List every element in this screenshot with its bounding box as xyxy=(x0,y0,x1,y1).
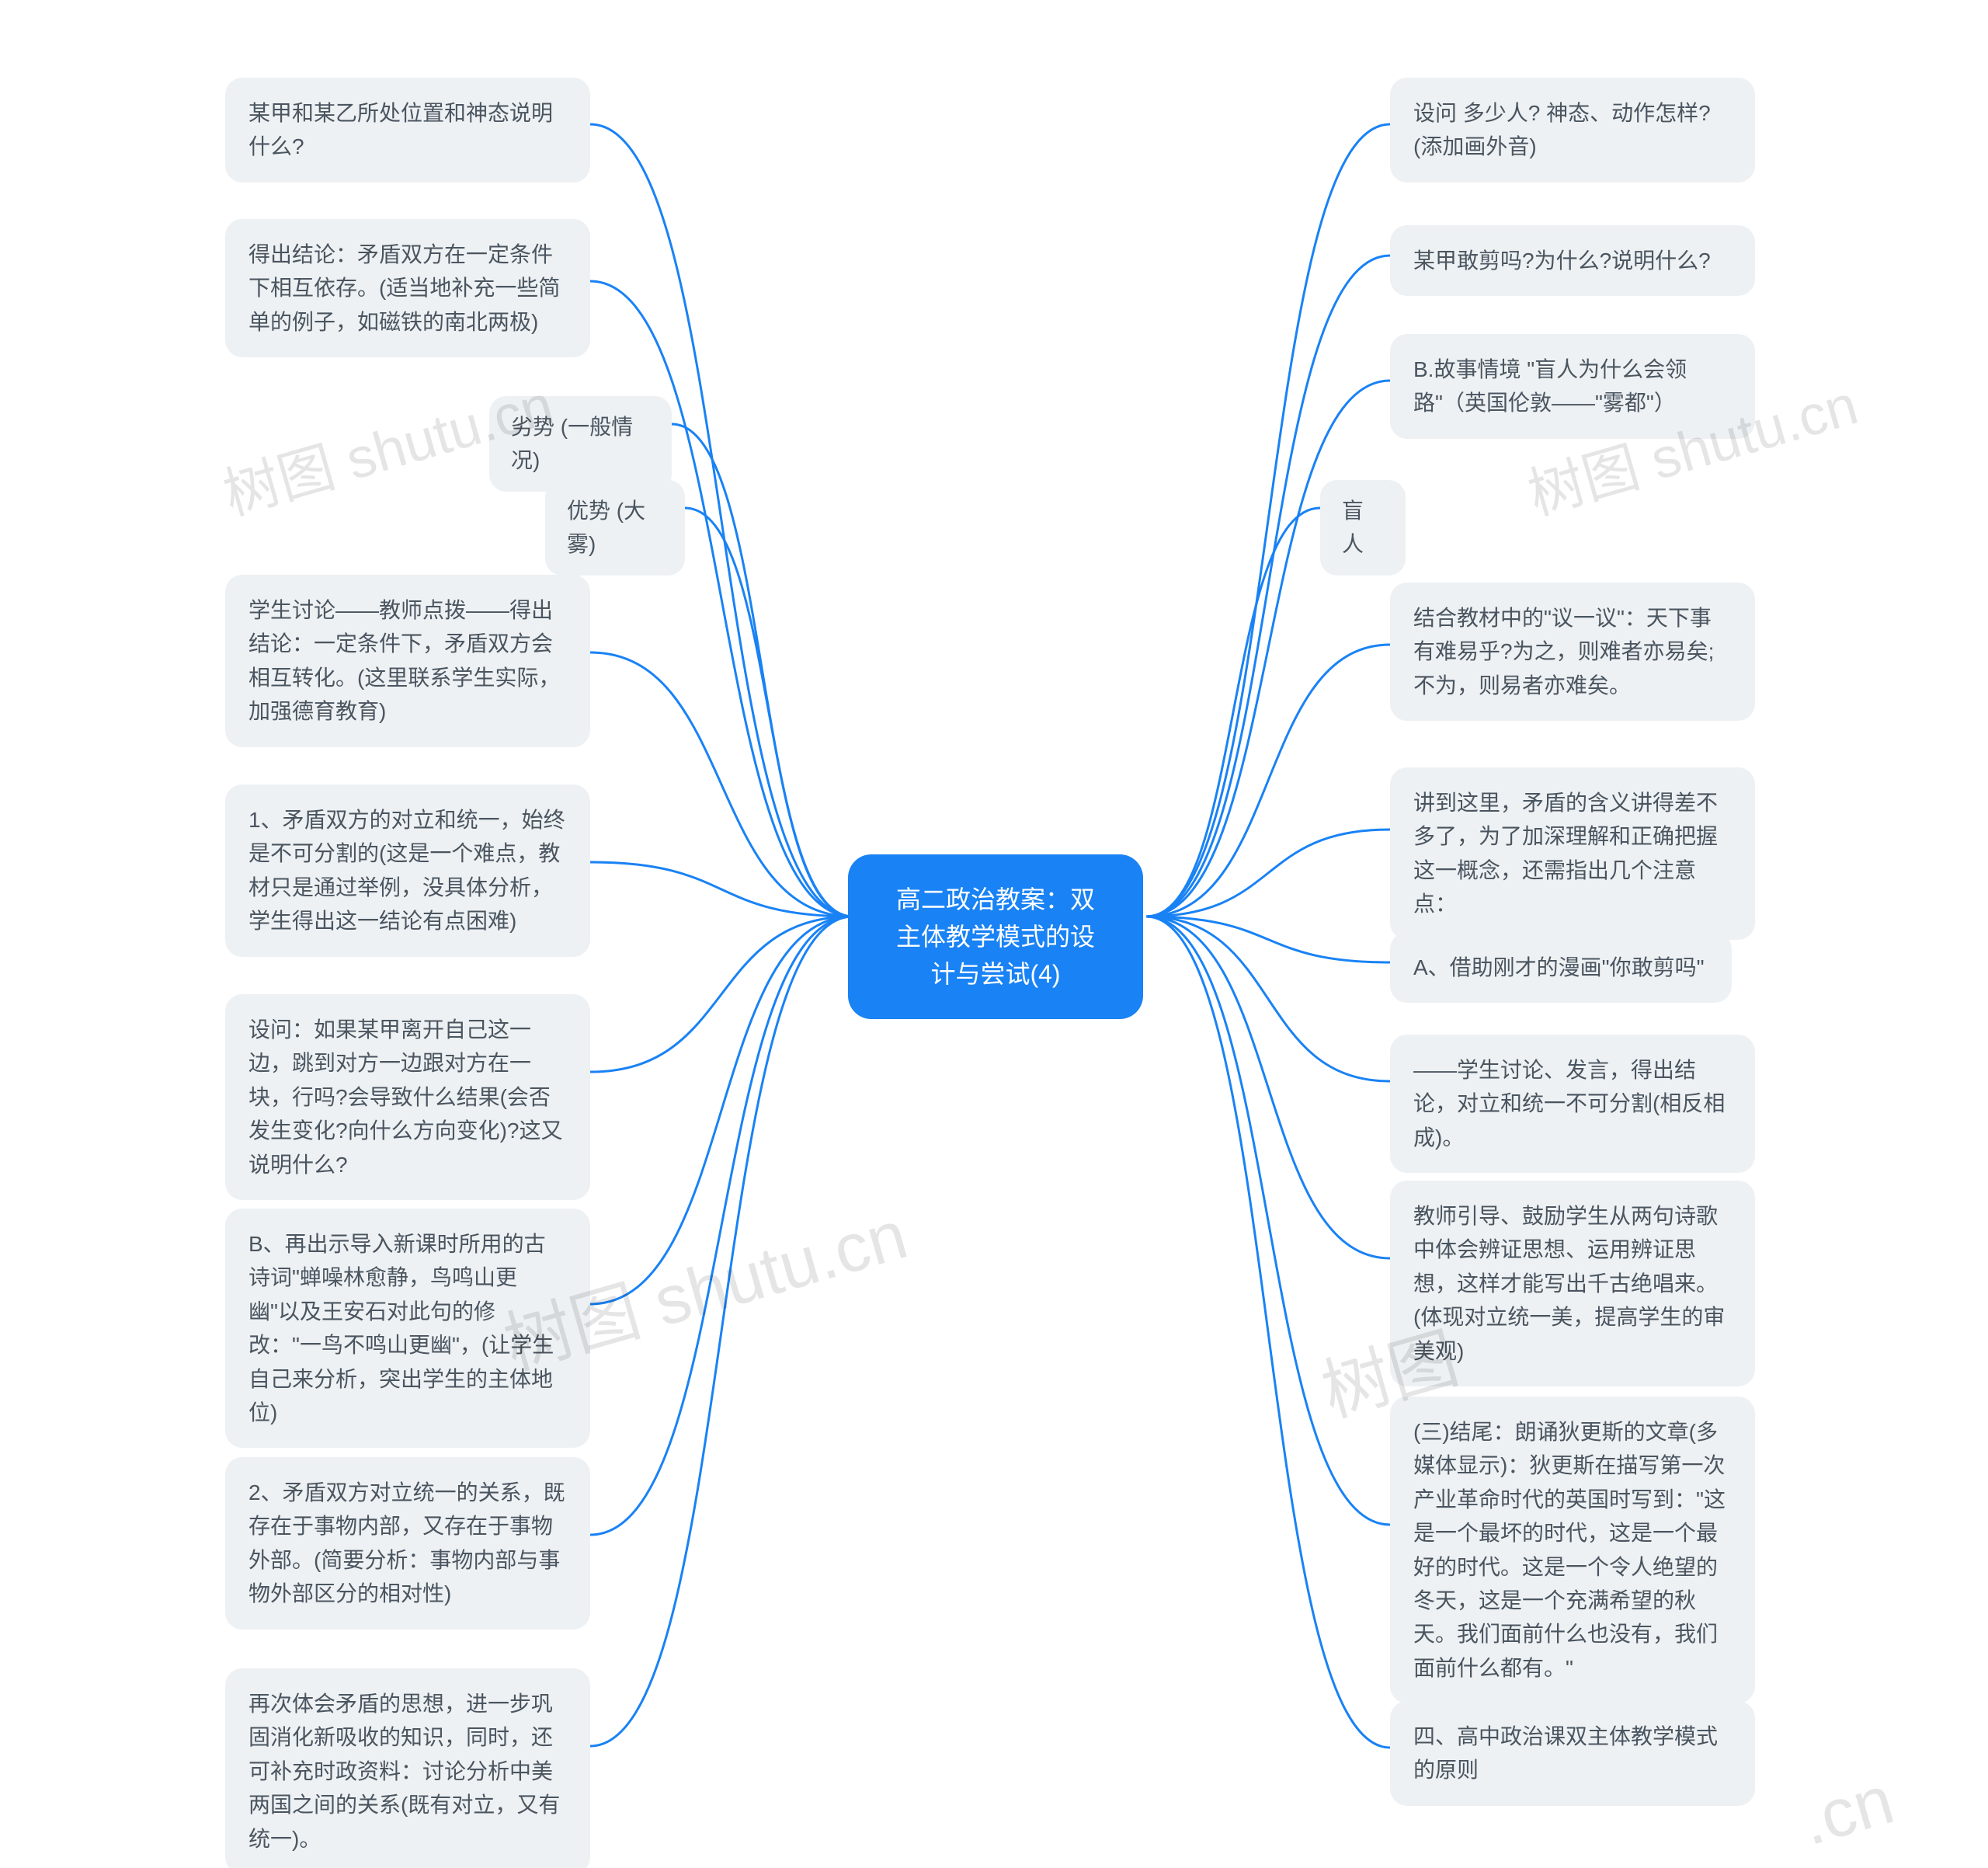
leaf-L9: 2、矛盾双方对立统一的关系，既存在于事物内部，又存在于事物外部。(简要分析：事物… xyxy=(225,1457,590,1630)
edge xyxy=(590,917,853,1535)
edge xyxy=(685,508,853,917)
leaf-L8: B、再出示导入新课时所用的古诗词"蝉噪林愈静，鸟鸣山更幽"以及王安石对此句的修改… xyxy=(225,1209,590,1448)
watermark: .cn xyxy=(1792,1760,1902,1861)
edge xyxy=(1146,917,1390,1081)
leaf-R10: (三)结尾：朗诵狄更斯的文章(多媒体显示)：狄更斯在描写第一次产业革命时代的英国… xyxy=(1390,1397,1755,1703)
leaf-text: 1、矛盾双方的对立和统一，始终是不可分割的(这是一个难点，教材只是通过举例，没具… xyxy=(248,808,565,933)
leaf-text: B、再出示导入新课时所用的古诗词"蝉噪林愈静，鸟鸣山更幽"以及王安石对此句的修改… xyxy=(248,1232,554,1424)
leaf-R8: ——学生讨论、发言，得出结论，对立和统一不可分割(相反相成)。 xyxy=(1390,1035,1755,1173)
leaf-L10: 再次体会矛盾的思想，进一步巩固消化新吸收的知识，同时，还可补充时政资料：讨论分析… xyxy=(225,1668,590,1868)
leaf-text: 得出结论：矛盾双方在一定条件下相互依存。(适当地补充一些简单的例子，如磁铁的南北… xyxy=(248,242,560,334)
edge xyxy=(590,652,853,917)
leaf-text: 四、高中政治课双主体教学模式的原则 xyxy=(1413,1724,1718,1782)
edge xyxy=(1146,917,1390,962)
leaf-R6: 讲到这里，矛盾的含义讲得差不多了，为了加深理解和正确把握这一概念，还需指出几个注… xyxy=(1390,767,1755,940)
edge xyxy=(590,917,853,1746)
leaf-text: 再次体会矛盾的思想，进一步巩固消化新吸收的知识，同时，还可补充时政资料：讨论分析… xyxy=(248,1692,560,1851)
leaf-L1: 某甲和某乙所处位置和神态说明什么? xyxy=(225,78,590,183)
leaf-text: 劣势 (一般情况) xyxy=(511,415,633,472)
edge xyxy=(1146,256,1390,917)
edge xyxy=(590,917,853,1072)
edge xyxy=(590,281,853,917)
leaf-L5: 学生讨论——教师点拨——得出结论：一定条件下，矛盾双方会相互转化。(这里联系学生… xyxy=(225,575,590,747)
leaf-text: 某甲和某乙所处位置和神态说明什么? xyxy=(248,101,553,158)
leaf-text: 某甲敢剪吗?为什么?说明什么? xyxy=(1413,249,1711,273)
leaf-text: 盲人 xyxy=(1342,499,1364,556)
leaf-R9: 教师引导、鼓励学生从两句诗歌中体会辨证思想、运用辨证思想，这样才能写出千古绝唱来… xyxy=(1390,1181,1755,1386)
leaf-R3: B.故事情境 "盲人为什么会领路"（英国伦敦——"雾都"） xyxy=(1390,334,1755,439)
leaf-L2: 得出结论：矛盾双方在一定条件下相互依存。(适当地补充一些简单的例子，如磁铁的南北… xyxy=(225,219,590,357)
edge xyxy=(1146,917,1390,1258)
edge xyxy=(1146,830,1390,917)
leaf-text: 优势 (大雾) xyxy=(567,499,645,556)
leaf-text: 讲到这里，矛盾的含义讲得差不多了，为了加深理解和正确把握这一概念，还需指出几个注… xyxy=(1413,791,1718,916)
leaf-text: ——学生讨论、发言，得出结论，对立和统一不可分割(相反相成)。 xyxy=(1413,1058,1725,1150)
leaf-text: 设问 多少人? 神态、动作怎样? (添加画外音) xyxy=(1413,101,1711,158)
center-node: 高二政治教案：双主体教学模式的设计与尝试(4) xyxy=(848,854,1143,1019)
leaf-R4: 盲人 xyxy=(1320,480,1406,576)
leaf-R2: 某甲敢剪吗?为什么?说明什么? xyxy=(1390,225,1755,296)
edge xyxy=(1146,917,1390,1748)
leaf-L6: 1、矛盾双方的对立和统一，始终是不可分割的(这是一个难点，教材只是通过举例，没具… xyxy=(225,784,590,957)
leaf-text: 教师引导、鼓励学生从两句诗歌中体会辨证思想、运用辨证思想，这样才能写出千古绝唱来… xyxy=(1413,1204,1725,1363)
leaf-text: A、借助刚才的漫画"你敢剪吗" xyxy=(1413,955,1705,979)
leaf-text: 2、矛盾双方对立统一的关系，既存在于事物内部，又存在于事物外部。(简要分析：事物… xyxy=(248,1480,565,1605)
leaf-L4: 优势 (大雾) xyxy=(545,480,685,576)
leaf-text: 结合教材中的"议一议"：天下事有难易乎?为之，则难者亦易矣;不为，则易者亦难矣。 xyxy=(1413,606,1714,697)
edge xyxy=(1146,508,1320,917)
center-text: 高二政治教案：双主体教学模式的设计与尝试(4) xyxy=(896,885,1095,988)
leaf-R7: A、借助刚才的漫画"你敢剪吗" xyxy=(1390,932,1732,1003)
leaf-text: (三)结尾：朗诵狄更斯的文章(多媒体显示)：狄更斯在描写第一次产业革命时代的英国… xyxy=(1413,1420,1726,1680)
leaf-text: 学生讨论——教师点拨——得出结论：一定条件下，矛盾双方会相互转化。(这里联系学生… xyxy=(248,598,560,723)
leaf-L3: 劣势 (一般情况) xyxy=(489,396,672,492)
edge xyxy=(1146,917,1390,1525)
edge xyxy=(1146,645,1390,917)
edge xyxy=(590,917,853,1304)
leaf-R5: 结合教材中的"议一议"：天下事有难易乎?为之，则难者亦易矣;不为，则易者亦难矣。 xyxy=(1390,583,1755,721)
edge xyxy=(590,862,853,917)
leaf-text: B.故事情境 "盲人为什么会领路"（英国伦敦——"雾都"） xyxy=(1413,357,1687,415)
edge xyxy=(1146,381,1390,917)
edge xyxy=(672,424,853,917)
leaf-text: 设问：如果某甲离开自己这一边，跳到对方一边跟对方在一块，行吗?会导致什么结果(会… xyxy=(248,1017,562,1177)
leaf-L7: 设问：如果某甲离开自己这一边，跳到对方一边跟对方在一块，行吗?会导致什么结果(会… xyxy=(225,994,590,1200)
leaf-R1: 设问 多少人? 神态、动作怎样? (添加画外音) xyxy=(1390,78,1755,183)
leaf-R11: 四、高中政治课双主体教学模式的原则 xyxy=(1390,1701,1755,1806)
